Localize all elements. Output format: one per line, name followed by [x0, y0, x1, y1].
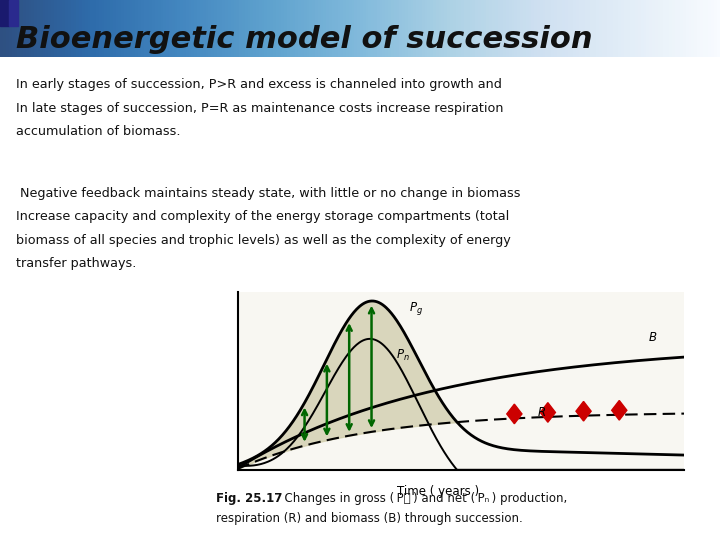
Text: Changes in gross ( P₟ ) and net ( Pₙ ) production,: Changes in gross ( P₟ ) and net ( Pₙ ) p… [277, 492, 567, 505]
Polygon shape [576, 401, 591, 421]
Text: respiration (R) and biomass (B) through succession.: respiration (R) and biomass (B) through … [216, 512, 523, 525]
Bar [0, 0, 9, 25]
Text: $R$: $R$ [536, 406, 546, 420]
Text: $B$: $B$ [648, 332, 657, 345]
Text: Fig. 25.17: Fig. 25.17 [216, 492, 282, 505]
Text: Increase capacity and complexity of the energy storage compartments (total: Increase capacity and complexity of the … [16, 211, 509, 224]
Text: Negative feedback maintains steady state, with little or no change in biomass: Negative feedback maintains steady state… [16, 187, 521, 200]
Polygon shape [540, 403, 555, 422]
Polygon shape [507, 404, 522, 424]
Polygon shape [612, 401, 627, 420]
Text: In late stages of succession, P=R as maintenance costs increase respiration: In late stages of succession, P=R as mai… [16, 102, 503, 114]
Text: $P_g$: $P_g$ [410, 300, 423, 318]
Text: Bioenergetic model of succession: Bioenergetic model of succession [16, 25, 593, 54]
Text: biomass of all species and trophic levels) as well as the complexity of energy: biomass of all species and trophic level… [16, 234, 510, 247]
Text: transfer pathways.: transfer pathways. [16, 257, 136, 270]
Text: In early stages of succession, P>R and excess is channeled into growth and: In early stages of succession, P>R and e… [16, 78, 502, 91]
Text: Time ( years ): Time ( years ) [397, 485, 480, 498]
Text: $P_n$: $P_n$ [396, 348, 410, 363]
Bar [9, 0, 18, 25]
Text: accumulation of biomass.: accumulation of biomass. [16, 125, 180, 138]
